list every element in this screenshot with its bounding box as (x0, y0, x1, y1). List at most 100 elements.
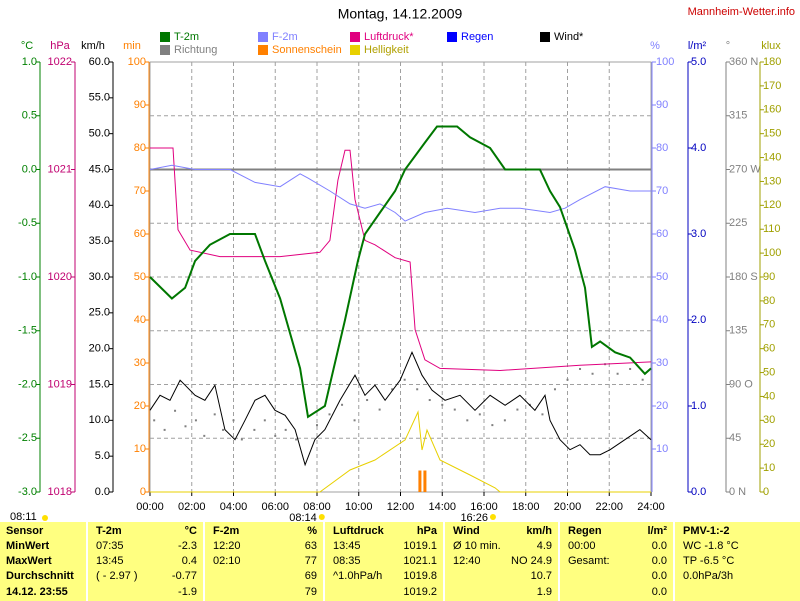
x-tick-label: 04:00 (220, 501, 248, 513)
direction-dot (222, 428, 225, 431)
series-line (149, 351, 652, 467)
x-tick-label: 18:00 (512, 501, 540, 513)
y-tick-label: 45.0 (89, 163, 110, 175)
legend-swatch (447, 32, 457, 42)
table-cell: Gesamt: (568, 555, 610, 567)
y-tick-label: 180 (763, 56, 781, 68)
legend-label: T-2m (174, 31, 199, 43)
y-tick-label: 70 (763, 319, 775, 331)
direction-dot (213, 413, 216, 416)
annotation: 08:14 (289, 512, 317, 522)
y-tick-label: 315 (729, 110, 747, 122)
x-tick-label: 14:00 (428, 501, 456, 513)
table-cell: F-2m (213, 525, 240, 537)
table-cell: 07:35 (96, 540, 124, 552)
y-tick-label: 80 (656, 142, 668, 154)
y-tick-label: 1.0 (22, 56, 37, 68)
y-tick-label: 5.0 (95, 450, 110, 462)
y-tick-label: 3.0 (691, 228, 706, 240)
table-cell: 1019.8 (403, 570, 437, 582)
chart-title: Montag, 14.12.2009 (338, 6, 463, 22)
legend-label: Wind* (554, 31, 584, 43)
y-tick-label: 130 (763, 175, 781, 187)
y-tick-label: 180 S (729, 271, 758, 283)
y-tick-label: 0 (763, 486, 769, 498)
direction-dot (403, 378, 406, 381)
y-tick-label: 10 (656, 443, 668, 455)
y-tick-label: 80 (134, 142, 146, 154)
x-tick-label: 10:00 (345, 501, 373, 513)
y-tick-label: 1.0 (691, 400, 706, 412)
legend-swatch (160, 45, 170, 55)
direction-dot (503, 419, 506, 422)
y-tick-label: 1021 (48, 163, 72, 175)
y-tick-label: 0.0 (691, 486, 706, 498)
stats-table: Sensor T-2m °C F-2m% Luftdruck hPa Wind km/h Reg… (0, 522, 800, 601)
table-cell: 13:45 (333, 540, 361, 552)
y-tick-label: 10.0 (89, 414, 110, 426)
y-tick-label: 40.0 (89, 199, 110, 211)
y-tick-label: 5.0 (691, 56, 706, 68)
direction-dot (491, 424, 494, 427)
note: 08:11 (10, 511, 37, 522)
direction-dot (284, 428, 287, 431)
y-tick-label: 360 N (729, 56, 758, 68)
table-cell: Durchschnitt (6, 570, 74, 582)
table-cell: 0.0 (651, 586, 667, 598)
table-cell: 0.0hPa/3h (683, 570, 734, 582)
y-tick-label: 40 (656, 314, 668, 326)
table-cell: 69 (304, 570, 317, 582)
table-cell: 0.0 (651, 540, 667, 552)
y-tick-label: -1.0 (18, 271, 37, 283)
table-cell: ( - 2.97 ) (96, 570, 138, 582)
y-tick-label: 0.0 (22, 163, 37, 175)
y-tick-label: -2.0 (18, 378, 37, 390)
table-cell: 12:40 (453, 555, 481, 567)
y-tick-label: 2.0 (691, 314, 706, 326)
y-tick-label: 4.0 (691, 142, 706, 154)
table-cell: % (307, 525, 317, 537)
y-tick-label: 20.0 (89, 343, 110, 355)
direction-dot (353, 419, 356, 422)
table-cell: 13:45 (96, 555, 124, 567)
table-cell: 08:35 (333, 555, 361, 567)
direction-dot (295, 438, 298, 441)
annotation: 16:26 (460, 512, 488, 522)
x-tick-label: 06:00 (261, 501, 289, 513)
table-cell: 4.9 (536, 540, 552, 552)
direction-dot (478, 413, 481, 416)
direction-dot (391, 388, 394, 391)
y-tick-label: 50 (134, 271, 146, 283)
table-cell: T-2m (96, 525, 122, 537)
table-cell: 1.9 (536, 586, 552, 598)
y-tick-label: 1019 (48, 378, 72, 390)
legend-label: Regen (461, 31, 493, 43)
y-tick-label: 70 (656, 185, 668, 197)
direction-dot (163, 428, 166, 431)
y-tick-label: 30 (763, 414, 775, 426)
y-tick-label: 135 (729, 325, 747, 337)
table-cell: ^1.0hPa/h (333, 570, 383, 582)
direction-dot (328, 413, 331, 416)
y-tick-label: 80 (763, 295, 775, 307)
y-tick-label: 110 (763, 223, 781, 235)
legend-swatch (540, 32, 550, 42)
legend-swatch (160, 32, 170, 42)
table-cell: Ø 10 min. (453, 540, 501, 552)
legend-label: Richtung (174, 44, 217, 56)
annotation-icon (489, 514, 496, 520)
legend-label: Luftdruck* (364, 31, 414, 43)
direction-dot (453, 408, 456, 411)
y-tick-label: 90 O (729, 378, 753, 390)
table-cell: 14.12. 23:55 (6, 586, 68, 598)
table-cell: hPa (416, 525, 437, 537)
table-cell: 79 (304, 586, 317, 598)
table-cell: 00:00 (568, 540, 596, 552)
y-tick-label: 30 (656, 357, 668, 369)
direction-dot (274, 434, 277, 437)
y-tick-label: 50.0 (89, 128, 110, 140)
direction-dot (466, 419, 469, 422)
direction-dot (232, 419, 235, 422)
series-line (149, 164, 651, 222)
y-tick-label: 150 (763, 128, 781, 140)
